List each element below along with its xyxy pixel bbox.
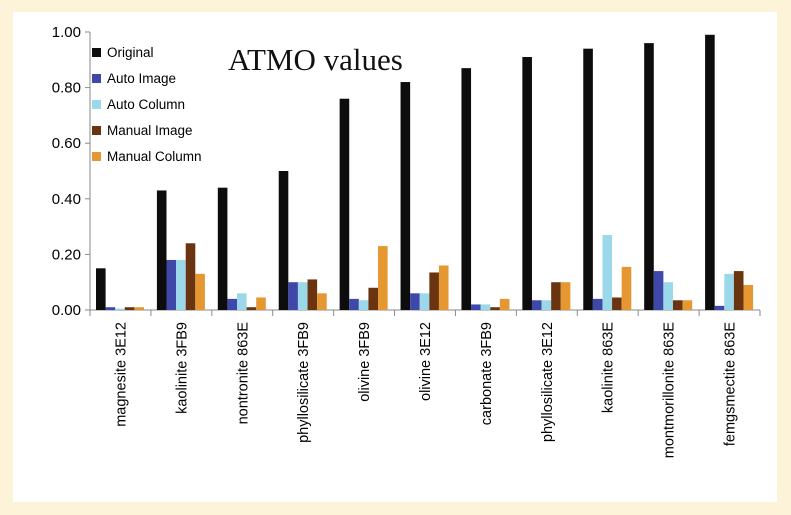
- bar-original: [644, 43, 654, 311]
- bar-auto-column: [419, 293, 430, 310]
- y-axis: 0.00 0.20 0.40 0.60 0.80 1.00: [52, 24, 91, 319]
- bar-auto-column: [358, 300, 369, 310]
- y-tick-label: 0.60: [52, 135, 81, 152]
- bar-manual-column: [743, 284, 754, 310]
- y-tick-label: 1.00: [52, 24, 81, 41]
- y-tick-label: 0.20: [52, 246, 81, 263]
- bar-manual-column: [621, 266, 632, 310]
- bar-original: [278, 171, 289, 310]
- legend-swatch: [92, 126, 101, 135]
- bar-manual-column: [134, 307, 144, 310]
- bar-manual-column: [560, 282, 571, 310]
- bar-auto-image: [653, 271, 664, 310]
- x-category-label: phyllosilicate 3FB9: [296, 322, 312, 443]
- x-category-label: kaolinite 3FB9: [174, 322, 190, 414]
- legend-label: Auto Column: [107, 97, 185, 112]
- bar-manual-column: [438, 265, 449, 310]
- bar-auto-image: [592, 298, 603, 310]
- bar-manual-column: [317, 293, 327, 310]
- bar-manual-image: [733, 271, 744, 310]
- x-category-label: nontronite 863E: [235, 322, 251, 425]
- x-axis: magnesite 3E12 kaolinite 3FB9 nontronite 8…: [89, 309, 761, 459]
- bar-auto-column: [115, 308, 125, 310]
- legend-swatch: [92, 152, 101, 161]
- bar-manual-column: [378, 246, 388, 310]
- bar-manual-image: [124, 307, 135, 310]
- bar-manual-column: [256, 297, 266, 310]
- bars-group: [96, 34, 754, 311]
- bar-auto-image: [288, 282, 298, 310]
- bar-auto-column: [602, 234, 613, 310]
- bar-original: [522, 57, 532, 310]
- x-category-label: montmorillonite 863E: [662, 322, 678, 459]
- x-category-label: carbonate 3FB9: [479, 322, 495, 425]
- bar-chart: ATMO values 0.00 0.20 0.40 0.60 0.80 1.00 mag…: [52, 24, 761, 459]
- x-category-label: phyllosilicate 3E12: [540, 322, 556, 442]
- bar-manual-image: [368, 287, 379, 310]
- bar-auto-image: [349, 298, 359, 310]
- y-tick-label: 0.80: [52, 80, 81, 97]
- bar-manual-image: [307, 279, 318, 310]
- legend: Original Auto Image Auto Column Manual Imag…: [92, 45, 202, 164]
- legend-swatch: [92, 100, 101, 109]
- bar-auto-image: [166, 259, 177, 310]
- x-category-label: magnesite 3E12: [113, 322, 129, 427]
- legend-swatch: [92, 74, 101, 83]
- bar-auto-image: [714, 305, 725, 310]
- bar-original: [400, 82, 411, 310]
- bar-auto-column: [724, 273, 734, 310]
- bar-auto-image: [531, 300, 542, 310]
- bar-auto-image: [471, 304, 481, 310]
- y-tick-label: 0.00: [52, 302, 81, 319]
- bar-original: [217, 187, 228, 310]
- bar-manual-column: [195, 273, 205, 310]
- bar-manual-image: [185, 243, 196, 310]
- x-category-label: kaolinite 863E: [601, 322, 617, 413]
- bar-auto-column: [176, 259, 186, 310]
- y-tick-label: 0.40: [52, 191, 81, 208]
- bar-auto-image: [105, 307, 116, 310]
- bar-manual-image: [551, 282, 561, 310]
- bar-original: [583, 48, 593, 311]
- bar-manual-image: [246, 307, 257, 310]
- bar-manual-column: [682, 300, 693, 310]
- x-category-label: olivine 3FB9: [357, 322, 373, 402]
- bar-auto-column: [297, 282, 308, 310]
- bar-auto-column: [663, 282, 673, 310]
- bar-auto-image: [410, 293, 420, 310]
- chart-title: ATMO values: [228, 42, 403, 77]
- bar-auto-column: [541, 300, 552, 310]
- bar-manual-image: [672, 300, 683, 310]
- bar-manual-image: [612, 297, 622, 310]
- legend-label: Auto Image: [107, 71, 176, 86]
- bar-manual-image: [490, 307, 500, 310]
- legend-label: Manual Column: [107, 149, 202, 164]
- chart-panel: ATMO values 0.00 0.20 0.40 0.60 0.80 1.00 mag…: [13, 12, 777, 502]
- bar-original: [156, 190, 167, 310]
- legend-label: Original: [107, 45, 154, 60]
- bar-original: [461, 68, 472, 310]
- bar-auto-image: [227, 298, 238, 310]
- legend-label: Manual Image: [107, 123, 193, 138]
- bar-auto-column: [480, 304, 491, 310]
- x-category-label: olivine 3E12: [418, 322, 434, 401]
- bar-original: [339, 98, 350, 310]
- bar-auto-column: [237, 293, 247, 310]
- bar-original: [96, 268, 106, 310]
- bar-manual-column: [499, 298, 510, 310]
- legend-swatch: [92, 48, 101, 57]
- bar-original: [705, 34, 715, 310]
- bar-manual-image: [429, 272, 439, 310]
- x-category-label: femgsmectite 863E: [723, 322, 739, 446]
